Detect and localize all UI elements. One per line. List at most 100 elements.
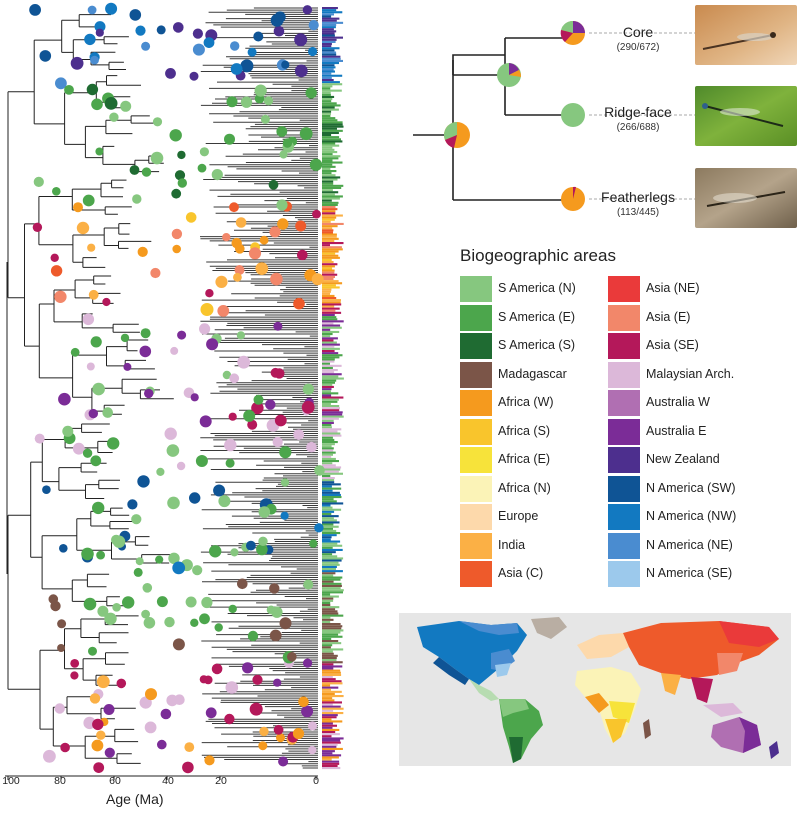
legend-column-right: Asia (NE) Asia (E) Asia (SE) Malaysian Arch… — [608, 276, 768, 590]
node-pie — [228, 604, 237, 614]
tip-area-bar — [322, 663, 334, 666]
tip-area-bar — [322, 466, 342, 469]
node-pie — [174, 694, 185, 705]
node-pie — [137, 475, 150, 488]
node-pie — [306, 441, 317, 453]
tip-area-bar — [322, 358, 335, 361]
tip-area-bar — [322, 504, 331, 507]
tip-area-bar — [322, 430, 338, 433]
legend-item-asia-e: Asia (E) — [608, 304, 768, 334]
tip-area-bar — [322, 724, 337, 727]
tip-area-bar — [322, 229, 334, 232]
tip-area-bar — [322, 350, 335, 353]
tip-area-bar — [322, 576, 343, 579]
tip-area-bar — [322, 318, 338, 321]
tip-area-bar — [322, 731, 336, 734]
node-pie — [274, 368, 285, 379]
legend-swatch — [460, 475, 492, 502]
legend-item-s-america-s: S America (S) — [460, 333, 620, 362]
tip-area-bar — [322, 502, 344, 505]
node-pie — [301, 400, 315, 414]
tip-area-bar — [322, 506, 333, 509]
node-pie — [236, 331, 245, 340]
tip-area-bar — [322, 123, 343, 126]
tip-area-bar — [322, 102, 337, 105]
node-pie — [64, 85, 74, 95]
legend-label: Australia E — [646, 423, 707, 438]
tip-area-bar — [322, 341, 337, 344]
legend-swatch — [460, 561, 492, 587]
tip-area-bar — [322, 53, 337, 56]
tip-area-bar — [322, 252, 336, 255]
node-pie — [278, 756, 289, 767]
tip-area-bar — [322, 108, 339, 111]
node-pie — [29, 3, 41, 16]
node-pie — [76, 221, 90, 235]
legend-swatch — [608, 361, 640, 388]
tip-area-bar — [322, 608, 336, 611]
node-pie — [270, 272, 283, 286]
legend-item-madagascar: Madagascar — [460, 361, 620, 391]
tip-area-bar — [322, 548, 343, 551]
tip-area-bar — [322, 396, 344, 399]
tip-area-bar — [322, 635, 343, 638]
tick-label-20: 20 — [215, 775, 227, 787]
node-pie — [57, 619, 67, 629]
legend-swatch — [608, 532, 640, 559]
node-pie — [192, 43, 205, 56]
legend-label: Africa (N) — [498, 480, 551, 495]
legend-item-africa-s: Africa (S) — [460, 418, 620, 448]
node-pie — [141, 41, 151, 51]
node-pie — [185, 212, 197, 223]
node-pie — [277, 218, 289, 230]
tip-area-bar — [322, 510, 335, 513]
tip-area-bar — [322, 87, 331, 90]
tip-area-bar — [322, 167, 331, 170]
node-pie — [172, 244, 181, 254]
tip-area-bar — [322, 637, 332, 640]
node-pie — [295, 220, 307, 232]
tip-area-bar — [322, 93, 331, 96]
node-pie — [84, 33, 96, 46]
node-pie — [214, 623, 223, 632]
tip-area-bar — [322, 172, 332, 175]
tip-area-bar — [322, 26, 336, 29]
tip-area-bar — [322, 644, 333, 647]
tip-area-bar — [322, 214, 343, 217]
tip-area-bar — [322, 654, 338, 657]
node-pie — [105, 2, 118, 15]
clade-pie-featherlegs — [561, 186, 585, 211]
tip-area-bar — [322, 261, 334, 264]
tip-area-bar — [322, 307, 340, 310]
legend-item-asia-se: Asia (SE) — [608, 333, 768, 362]
node-pie — [177, 178, 187, 188]
ancestral-state-pies — [29, 2, 325, 774]
node-pie — [103, 704, 115, 715]
node-pie — [274, 414, 287, 427]
node-pie — [312, 209, 321, 219]
tip-area-bar — [322, 400, 338, 403]
node-pie — [133, 567, 143, 577]
legend-label: Madagascar — [498, 366, 567, 381]
node-pie — [172, 638, 185, 651]
tip-area-bar — [322, 377, 344, 380]
node-pie — [294, 64, 308, 78]
tip-area-bar — [322, 669, 341, 672]
node-pie — [209, 545, 222, 558]
tip-area-bar — [322, 155, 341, 158]
legend-label: S America (N) — [498, 281, 576, 295]
tip-area-bar — [322, 68, 334, 71]
tip-area-bar — [322, 640, 339, 643]
tip-area-bar — [322, 106, 335, 109]
tip-area-bar — [322, 49, 335, 52]
node-pie — [107, 437, 120, 450]
legend-label: N America (NW) — [646, 509, 737, 523]
tip-area-bar — [322, 515, 339, 518]
tip-area-bar — [322, 457, 336, 460]
tip-area-bar — [322, 225, 338, 228]
tip-area-bar — [322, 468, 341, 471]
tip-area-bar — [322, 375, 339, 378]
node-pie — [168, 552, 180, 564]
tip-area-bar — [322, 538, 331, 541]
tip-area-bar — [322, 170, 337, 173]
